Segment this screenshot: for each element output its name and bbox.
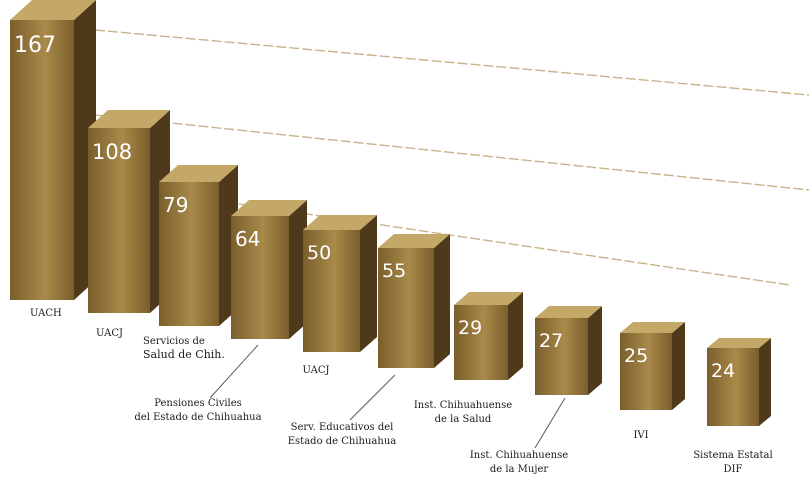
bar-front: [454, 305, 508, 380]
value-label: 27: [539, 330, 563, 352]
bar-front: [620, 333, 672, 410]
bar-top: [378, 234, 450, 248]
category-label: UACJ: [96, 328, 123, 339]
bar-top: [88, 110, 170, 128]
category-label: Inst. Chihuahuense de la Salud: [414, 400, 512, 425]
bar-side: [508, 292, 523, 380]
bar: 25: [620, 322, 685, 410]
category-label: Pensiones Civiles del Estado de Chihuahua: [134, 398, 261, 423]
gridline: [94, 29, 809, 96]
bar-front: [159, 182, 219, 326]
bar: 79: [159, 165, 238, 326]
bar-top: [10, 0, 96, 20]
value-label: 50: [307, 242, 331, 264]
bar-side: [759, 338, 771, 426]
bar-front: [707, 348, 759, 426]
bar-side: [289, 200, 307, 339]
bar-side: [434, 234, 450, 368]
category-label: Serv. Educativos del Estado de Chihuahua: [288, 422, 397, 447]
bar: 24: [707, 338, 771, 426]
gridline: [94, 114, 809, 191]
bar-front: [231, 216, 289, 339]
category-label: IVI: [633, 430, 648, 441]
leader-line: [534, 397, 566, 449]
bar-front: [535, 318, 588, 395]
bar-top: [707, 338, 771, 348]
bar: 64: [231, 200, 307, 339]
value-label: 24: [711, 360, 735, 382]
category-label: Sistema Estatal DIF: [693, 450, 772, 475]
bars: 167 108 79 64 50 55 29 27 25 24: [10, 0, 771, 426]
bar-side: [588, 306, 602, 395]
bar-side: [360, 215, 377, 352]
category-label: UACH: [30, 308, 62, 319]
value-label: 29: [458, 317, 482, 339]
value-label: 79: [163, 193, 188, 217]
bar-front: [378, 248, 434, 368]
bar: 27: [535, 306, 602, 395]
bar-top: [535, 306, 602, 318]
category-label: UACJ: [302, 365, 329, 376]
leader-line: [209, 344, 259, 399]
bar-top: [231, 200, 307, 216]
bar: 55: [378, 234, 450, 368]
value-label: 64: [235, 227, 260, 251]
bar-front: [88, 128, 150, 313]
bar-front: [303, 230, 360, 352]
bar-top: [303, 215, 377, 230]
category-label: Servicios de Salud de Chih.: [143, 336, 225, 361]
bar-top: [620, 322, 685, 333]
bar-top: [159, 165, 238, 182]
value-label: 167: [14, 33, 56, 58]
bar-side: [672, 322, 685, 410]
label-leader-lines: [209, 344, 566, 449]
bar: 50: [303, 215, 377, 352]
leader-line: [349, 374, 396, 421]
bar: 29: [454, 292, 523, 380]
bar: 167: [10, 0, 96, 300]
value-label: 25: [624, 345, 648, 367]
bar-top: [454, 292, 523, 305]
value-label: 55: [382, 260, 406, 282]
category-labels: UACH UACJ Servicios de Salud de Chih. Pensio…: [30, 308, 773, 475]
bar: 108: [88, 110, 170, 313]
bar-front: [10, 20, 74, 300]
value-label: 108: [92, 140, 132, 164]
category-label: Inst. Chihuahuense de la Mujer: [470, 450, 568, 475]
